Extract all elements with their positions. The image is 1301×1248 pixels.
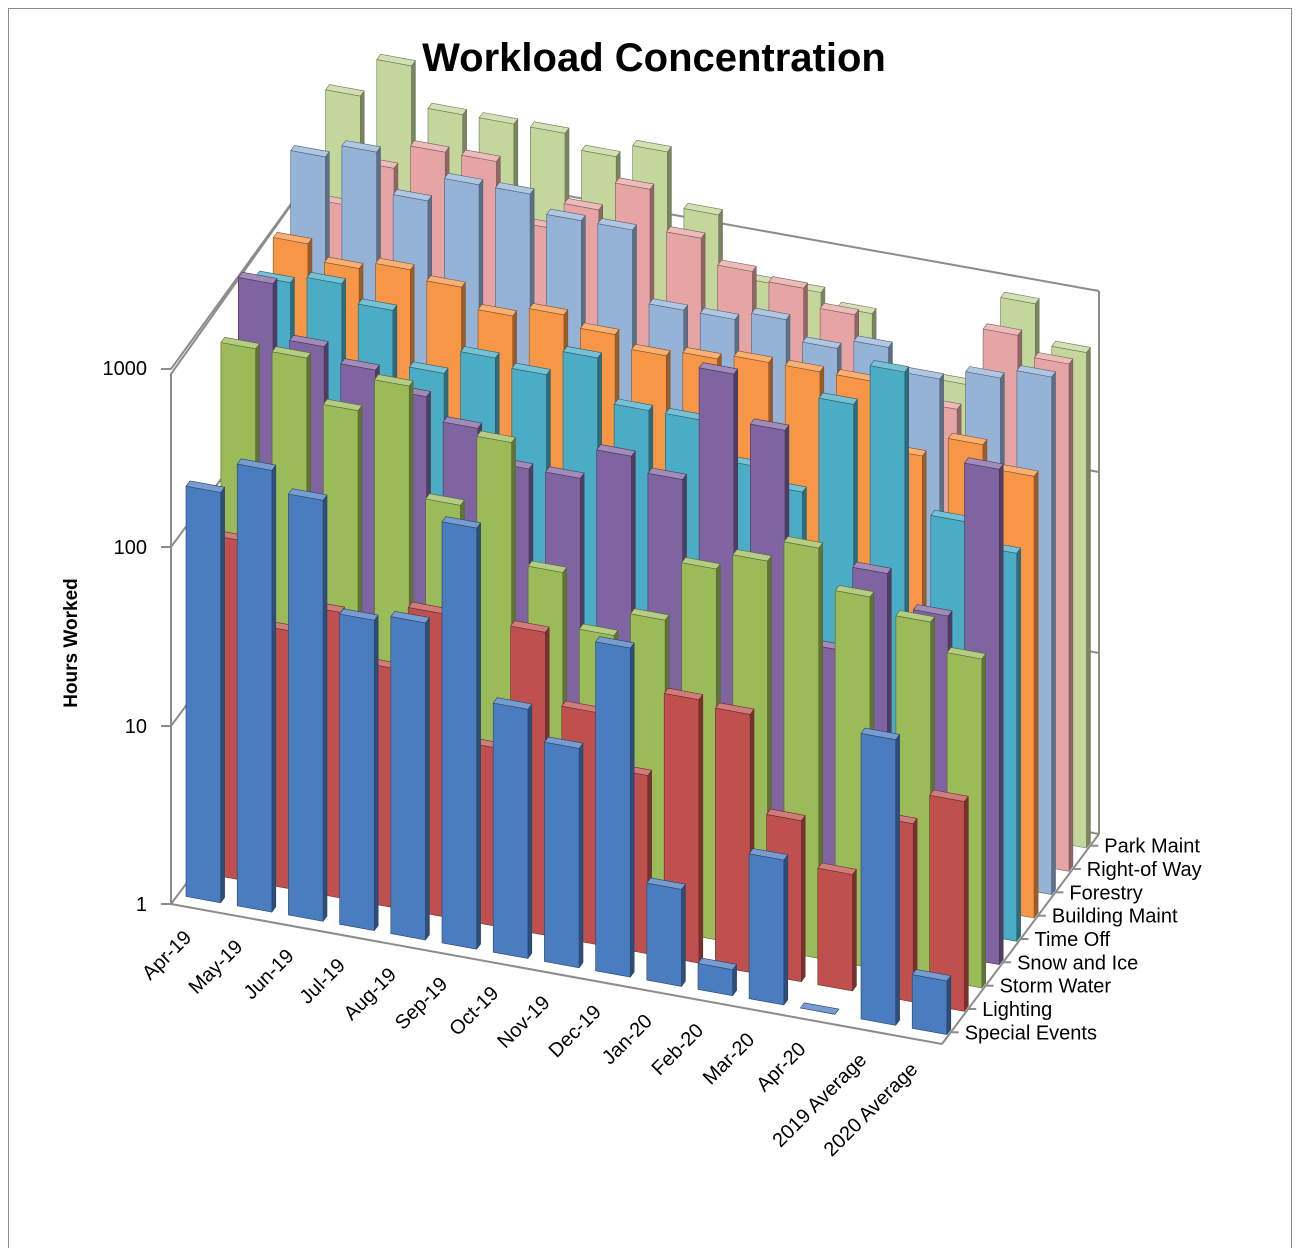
category-label: Jan-20 bbox=[598, 1010, 657, 1069]
bar bbox=[595, 636, 635, 978]
floor-front-edge bbox=[170, 903, 943, 1045]
bar bbox=[911, 969, 952, 1035]
chart-frame: Workload Concentration Hours Worked 1 10… bbox=[8, 8, 1292, 1248]
bar bbox=[185, 480, 225, 904]
category-label: Nov-19 bbox=[493, 992, 554, 1053]
series-label: Snow and Ice bbox=[1017, 952, 1138, 974]
series-label: Building Maint bbox=[1052, 906, 1178, 928]
bar bbox=[929, 789, 969, 1012]
y-tick-label-100: 100 bbox=[114, 537, 147, 559]
series-label: Right-of Way bbox=[1087, 859, 1202, 881]
category-label: Jul-19 bbox=[296, 954, 350, 1008]
category-label: Mar-20 bbox=[699, 1029, 759, 1089]
bar bbox=[441, 516, 481, 950]
chart-title: Workload Concentration bbox=[422, 36, 886, 80]
bar bbox=[288, 488, 328, 922]
bar bbox=[492, 697, 533, 959]
category-label: May-19 bbox=[185, 936, 248, 999]
series-label: Time Off bbox=[1035, 929, 1111, 951]
bars bbox=[185, 53, 1091, 1035]
category-label: Dec-19 bbox=[545, 1001, 606, 1062]
category-label: Apr-19 bbox=[138, 927, 196, 985]
bar bbox=[748, 848, 789, 1006]
bar bbox=[236, 458, 277, 913]
category-label: Aug-19 bbox=[340, 964, 401, 1025]
series-label: Storm Water bbox=[1000, 976, 1112, 998]
series-label: Park Maint bbox=[1104, 836, 1200, 858]
bar bbox=[817, 862, 857, 992]
category-label: Feb-20 bbox=[648, 1020, 708, 1080]
bar bbox=[715, 702, 755, 973]
bar bbox=[544, 736, 584, 969]
bar bbox=[339, 608, 379, 931]
series-label: Forestry bbox=[1069, 882, 1142, 904]
bar bbox=[860, 727, 900, 1026]
category-label: Sep-19 bbox=[391, 973, 452, 1034]
bar bbox=[646, 877, 686, 987]
category-label: Apr-20 bbox=[752, 1038, 810, 1096]
bar bbox=[697, 957, 737, 997]
category-label: Jun-19 bbox=[240, 945, 299, 1004]
y-tick-label-1: 1 bbox=[136, 894, 147, 916]
bar bbox=[390, 610, 430, 941]
y-tick-label-10: 10 bbox=[125, 716, 147, 738]
y-tick-label-1000: 1000 bbox=[103, 358, 148, 380]
y-axis-title: Hours Worked bbox=[61, 578, 82, 708]
bar bbox=[799, 1002, 840, 1015]
series-label: Special Events bbox=[965, 1022, 1097, 1044]
series-label: Lighting bbox=[982, 999, 1052, 1021]
category-label: Oct-19 bbox=[445, 982, 503, 1040]
chart-area: Workload Concentration Hours Worked 1 10… bbox=[61, 36, 1202, 1161]
